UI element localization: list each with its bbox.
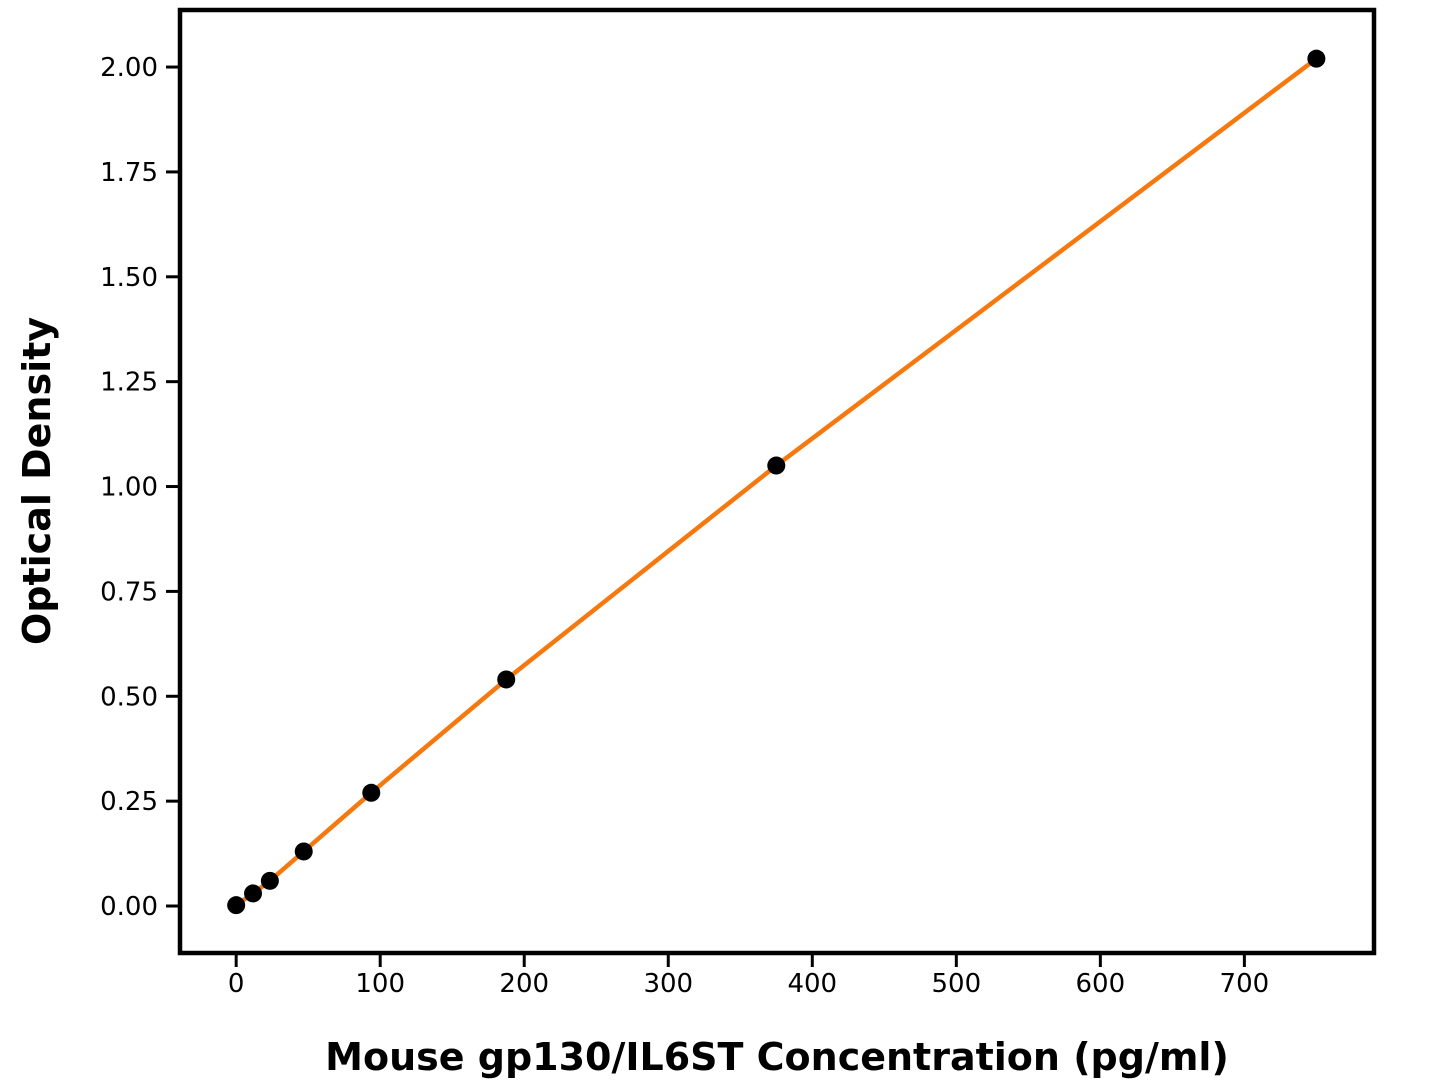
x-tick-label: 700	[1220, 969, 1270, 999]
x-tick-label: 200	[499, 969, 549, 999]
y-tick-label: 0.50	[100, 682, 158, 712]
y-tick-label: 0.75	[100, 577, 158, 607]
x-tick-label: 100	[355, 969, 405, 999]
y-tick-label: 1.25	[100, 368, 158, 398]
y-tick-label: 1.00	[100, 473, 158, 503]
x-tick-label: 0	[228, 969, 245, 999]
y-tick-label: 2.00	[100, 53, 158, 83]
data-point	[244, 884, 263, 903]
x-tick-label: 600	[1076, 969, 1126, 999]
standard-curve-line	[233, 56, 1319, 908]
y-axis-tick-labels: 0.00 0.25 0.50 0.75 1.00 1.25 1.50 1.75 2.00	[100, 53, 158, 922]
data-point	[497, 670, 516, 689]
data-point	[1307, 49, 1326, 68]
plot-area-border	[177, 7, 1377, 956]
x-tick-label: 300	[643, 969, 693, 999]
y-axis-ticks	[166, 65, 178, 908]
x-tick-label: 400	[787, 969, 837, 999]
y-tick-label: 0.00	[100, 892, 158, 922]
data-point	[260, 871, 279, 890]
data-point	[767, 456, 786, 475]
data-point	[362, 783, 381, 802]
y-tick-label: 1.75	[100, 158, 158, 188]
y-tick-label: 1.50	[100, 263, 158, 293]
x-tick-label: 500	[931, 969, 981, 999]
y-tick-label: 0.25	[100, 787, 158, 817]
x-axis-tick-labels: 0 100 200 300 400 500 600 700	[228, 969, 1269, 999]
data-point	[294, 842, 313, 861]
data-point	[227, 896, 246, 915]
y-axis-title: Optical Density	[15, 317, 59, 645]
x-axis-title: Mouse gp130/IL6ST Concentration (pg/ml)	[325, 1035, 1229, 1079]
data-point-markers	[227, 49, 1326, 915]
x-axis-ticks	[234, 955, 1246, 967]
